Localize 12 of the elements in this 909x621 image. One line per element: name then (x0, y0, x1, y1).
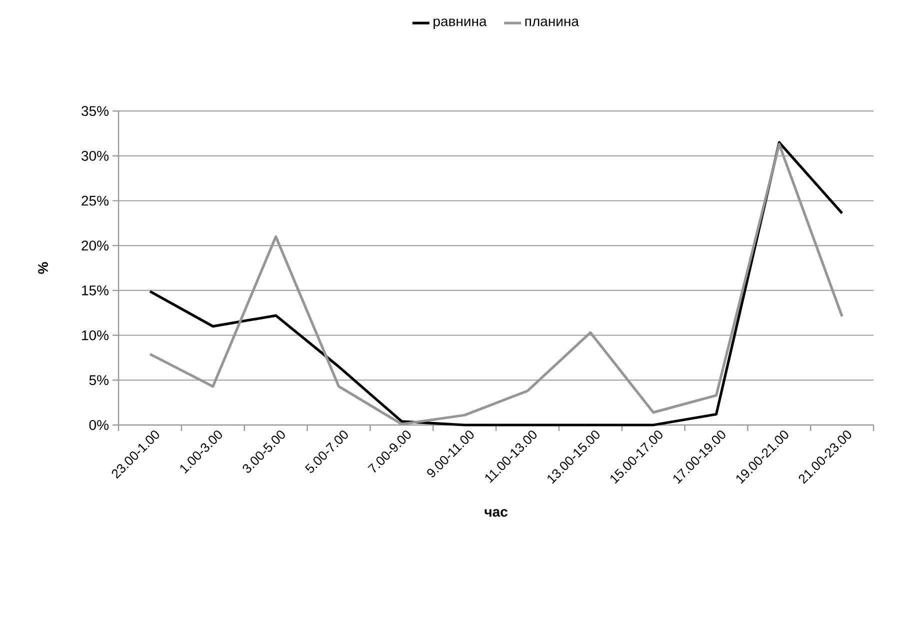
x-axis-title: час (484, 509, 508, 517)
legend-label: равнина (434, 18, 487, 30)
y-tick-label: 35% (82, 106, 109, 116)
y-axis-title: % (38, 262, 48, 274)
legend-label: планина (525, 18, 579, 26)
y-tick-label: 5% (89, 375, 109, 386)
y-tick-label: 10% (82, 330, 109, 340)
y-tick-label: 25% (82, 196, 109, 206)
y-tick-label: 30% (82, 150, 109, 161)
y-tick-label: 15% (82, 285, 109, 296)
y-tick-label: 20% (82, 240, 109, 251)
y-tick-label: 0% (89, 420, 109, 430)
